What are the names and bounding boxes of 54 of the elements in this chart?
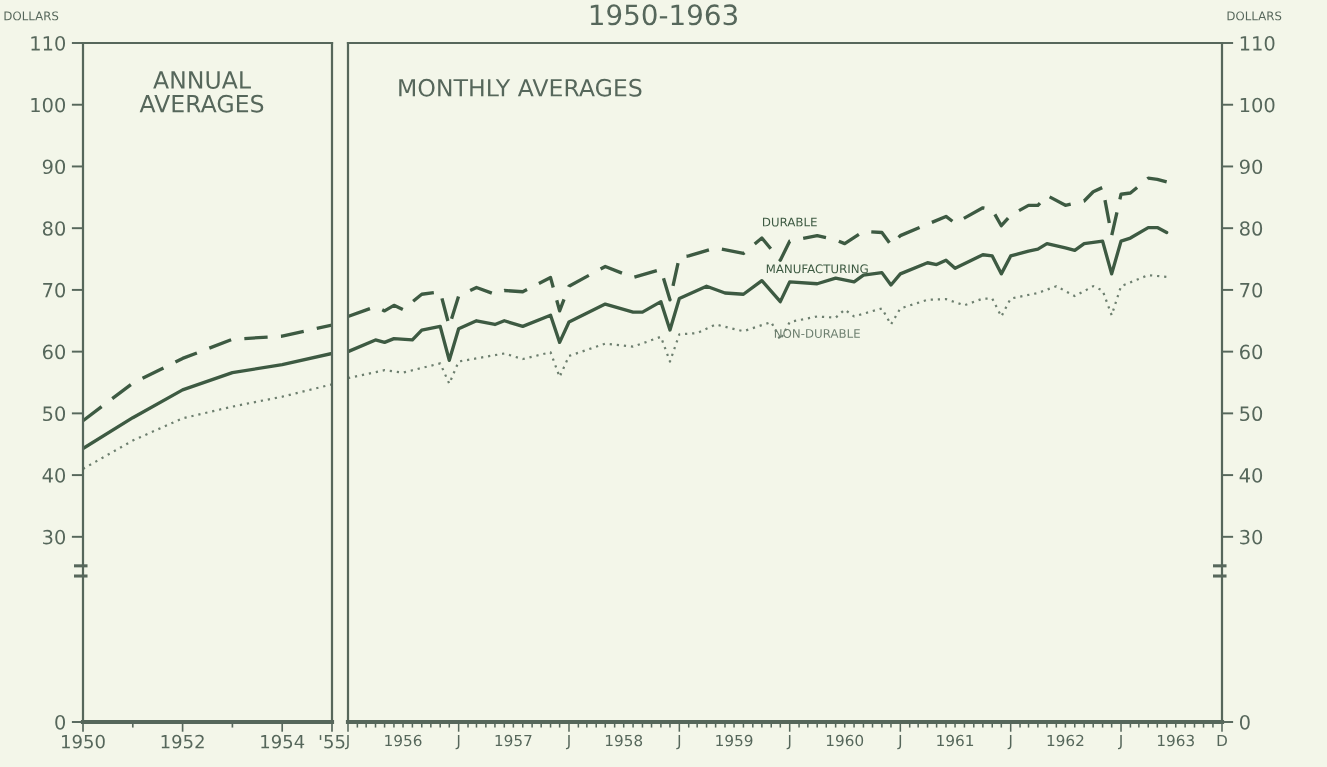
- x-tick-label: 1957: [495, 734, 532, 747]
- x-tick-label: J: [1007, 734, 1012, 750]
- x-tick-label: 1958: [605, 734, 643, 747]
- x-tick-label: J: [565, 734, 570, 750]
- series-label: DURABLE: [763, 217, 817, 227]
- x-tick-label: 1959: [716, 734, 753, 747]
- series-label: MANUFACTURING: [766, 264, 868, 274]
- series-label: NON-DURABLE: [774, 329, 860, 338]
- x-tick-label: 1952: [161, 734, 204, 749]
- y-tick-label: 100: [1240, 97, 1275, 113]
- y-axis-title: DOLLARS: [4, 11, 59, 21]
- y-tick-label: 0: [1239, 714, 1250, 730]
- y-tick-label: 30: [43, 529, 66, 545]
- x-tick-label: 1956: [385, 734, 422, 747]
- line-series: [83, 323, 332, 423]
- x-tick-label: 1950: [62, 734, 105, 749]
- chart-title: 1950-1963: [590, 4, 737, 26]
- y-tick-label: 50: [43, 406, 66, 422]
- line-series: [348, 273, 1168, 385]
- y-tick-label: 80: [42, 221, 66, 236]
- y-tick-label: 40: [1239, 468, 1263, 483]
- x-tick-label: J: [1117, 734, 1122, 750]
- y-tick-label: 110: [1240, 35, 1275, 51]
- y-tick-label: 60: [42, 344, 66, 360]
- x-tick-label: 1954: [261, 734, 305, 749]
- x-tick-label: 1961: [937, 734, 974, 747]
- y-tick-label: 110: [31, 35, 66, 51]
- y-tick-label: 100: [31, 97, 66, 113]
- annotation: ANNUAL AVERAGES: [139, 71, 264, 113]
- y-tick-label: 70: [1240, 282, 1263, 298]
- y-tick-label: 80: [1239, 221, 1263, 236]
- y-tick-label: 90: [42, 159, 66, 175]
- line-series: [83, 383, 332, 471]
- x-tick-label: J: [786, 734, 791, 750]
- y-tick-label: 90: [1239, 159, 1263, 175]
- x-tick-label: '55: [319, 735, 345, 749]
- x-tick-label: 1963: [1157, 734, 1194, 747]
- y-tick-label: 0: [55, 714, 66, 730]
- line-series: [348, 225, 1169, 362]
- y-tick-label: 70: [43, 282, 66, 298]
- y-axis-title: DOLLARS: [1227, 11, 1282, 21]
- y-tick-label: 50: [1240, 406, 1263, 422]
- x-tick-label: D: [1217, 734, 1227, 747]
- x-tick-label: 1962: [1047, 734, 1084, 747]
- line-series: [83, 351, 332, 451]
- x-tick-label: 1960: [826, 734, 864, 747]
- y-tick-label: 40: [42, 468, 66, 483]
- x-tick-label: J: [897, 734, 902, 750]
- x-tick-label: J: [676, 734, 681, 750]
- x-tick-label: J: [344, 734, 349, 750]
- annotation: MONTHLY AVERAGES: [399, 78, 642, 97]
- y-tick-label: 60: [1240, 344, 1263, 360]
- x-tick-label: J: [455, 734, 460, 750]
- y-tick-label: 30: [1240, 529, 1263, 545]
